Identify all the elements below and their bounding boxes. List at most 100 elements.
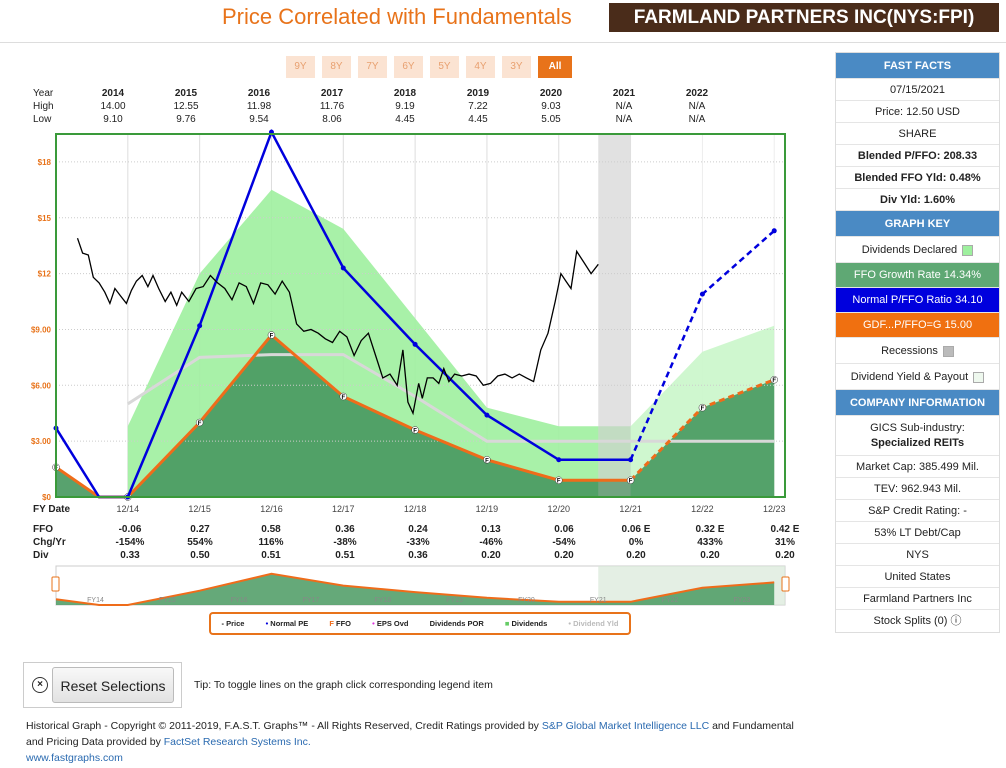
- tab-4y[interactable]: 4Y: [466, 56, 495, 78]
- high-cell: 14.00: [100, 101, 126, 112]
- stock-splits[interactable]: Stock Splits (0) ⓘ: [873, 615, 962, 627]
- company-banner: FARMLAND PARTNERS INC(NYS:FPI): [609, 3, 999, 32]
- key-normal-ratio[interactable]: Normal P/FFO Ratio 34.10: [836, 288, 999, 313]
- recession-band: [598, 134, 631, 497]
- mini-axis-label: FY19: [446, 597, 463, 604]
- reset-selections-button[interactable]: Reset Selections: [52, 667, 174, 703]
- country: United States: [836, 566, 999, 588]
- sp-global-link[interactable]: S&P Global Market Intelligence LLC: [541, 720, 710, 732]
- x-tick-label: 12/18: [404, 504, 427, 514]
- legend-dividend-yld[interactable]: • Dividend Yld: [568, 619, 619, 628]
- price-chart: FFFFFFFFFFF$0$3.00$6.00$9.00$12$15$1812/…: [31, 129, 790, 606]
- x-tick-label: 12/21: [619, 504, 642, 514]
- year-column: 2017 11.76 8.06: [310, 87, 354, 126]
- x-tick-label: 12/14: [117, 504, 140, 514]
- div-cell: 0.33: [120, 550, 140, 561]
- toggle-tip: Tip: To toggle lines on the graph click …: [194, 679, 493, 691]
- year-column: 2022 N/A N/A: [675, 87, 719, 126]
- ffo-cell: 0.06 E: [621, 524, 651, 535]
- year-cell: 2019: [466, 88, 490, 99]
- footer-pricing: and Pricing Data provided by: [26, 736, 164, 748]
- key-div-yield-payout[interactable]: Dividend Yield & Payout: [836, 364, 999, 390]
- tab-all[interactable]: All: [538, 56, 572, 78]
- lt-debt: 53% LT Debt/Cap: [836, 522, 999, 544]
- y-tick-label: $18: [38, 158, 52, 167]
- ffo-marker: [626, 476, 635, 484]
- ffo-marker: [555, 476, 563, 484]
- info-icon[interactable]: ⓘ: [950, 615, 962, 627]
- ffo-row-label: FFO: [33, 524, 53, 535]
- mini-left-handle[interactable]: [51, 576, 60, 592]
- high-cell: N/A: [615, 101, 633, 112]
- legend-eps-ovd[interactable]: • EPS Ovd: [372, 619, 409, 628]
- tab-5y[interactable]: 5Y: [430, 56, 459, 78]
- mini-right-handle[interactable]: [781, 576, 790, 592]
- ffo-marker-label: F: [701, 406, 705, 412]
- y-tick-label: $12: [38, 270, 52, 279]
- div-cell: 0.20: [481, 550, 501, 561]
- key-recessions[interactable]: Recessions: [836, 338, 999, 364]
- legend-dividends-por[interactable]: Dividends POR: [429, 619, 484, 628]
- ffo-marker: [483, 456, 491, 464]
- legend-ffo[interactable]: F FFO: [329, 619, 351, 628]
- div-cell: 0.20: [554, 550, 574, 561]
- mini-axis-label: FY16: [231, 597, 248, 604]
- fastgraphs-link[interactable]: www.fastgraphs.com: [26, 752, 123, 764]
- chg-cell: 116%: [258, 537, 284, 548]
- low-cell: 4.45: [395, 114, 415, 125]
- fundamentals-column: 0.36 -38% 0.51: [320, 523, 370, 562]
- tab-7y[interactable]: 7Y: [358, 56, 387, 78]
- year-column: 2014 14.00 9.10: [91, 87, 135, 126]
- chg-cell: 433%: [697, 537, 723, 548]
- key-ffo-growth[interactable]: FFO Growth Rate 14.34%: [836, 263, 999, 288]
- key-gdf[interactable]: GDF...P/FFO=G 15.00: [836, 313, 999, 338]
- chg-cell: -33%: [406, 537, 430, 548]
- market-cap: Market Cap: 385.499 Mil.: [836, 456, 999, 478]
- footer: Historical Graph - Copyright © 2011-2019…: [26, 718, 826, 766]
- high-cell: 11.76: [319, 101, 345, 112]
- high-cell: 7.22: [468, 101, 488, 112]
- year-cell: 2017: [320, 88, 344, 99]
- fundamentals-column: 0.06 -54% 0.20: [539, 523, 589, 562]
- low-cell: N/A: [615, 114, 633, 125]
- footer-copyright: Historical Graph - Copyright © 2011-2019…: [26, 720, 542, 732]
- y-tick-label: $9.00: [31, 325, 52, 334]
- ffo-cell: 0.13: [481, 524, 501, 535]
- company-name: Farmland Partners Inc: [836, 588, 999, 610]
- ffo-marker: [267, 331, 276, 339]
- low-cell: 4.45: [468, 114, 488, 125]
- normal-pe-marker: [484, 412, 490, 418]
- ffo-marker: [195, 418, 204, 427]
- legend-price[interactable]: - Price: [221, 619, 245, 628]
- facts-blended-pffo: Blended P/FFO: 208.33: [836, 145, 999, 167]
- y-tick-label: $15: [38, 214, 52, 223]
- timeframe-tabs: 9Y 8Y 7Y 6Y 5Y 4Y 3Y All: [286, 56, 572, 78]
- gics-info: GICS Sub-industry: Specialized REITs: [836, 416, 999, 456]
- chart-legend: - Price • Normal PE F FFO • EPS Ovd Divi…: [209, 612, 631, 635]
- tab-8y[interactable]: 8Y: [322, 56, 351, 78]
- ffo-marker: [339, 392, 348, 401]
- legend-normal-pe[interactable]: • Normal PE: [265, 619, 309, 628]
- facts-share: SHARE: [836, 123, 999, 145]
- div-cell: 0.20: [626, 550, 646, 561]
- x-tick-label: 12/23: [763, 504, 786, 514]
- div-cell: 0.20: [775, 550, 795, 561]
- year-cell: 2016: [247, 88, 271, 99]
- x-tick-label: 12/20: [547, 504, 570, 514]
- close-circle-icon[interactable]: ×: [32, 677, 48, 693]
- ffo-cell: 0.36: [335, 524, 355, 535]
- fundamentals-column: 0.58 116% 0.51: [246, 523, 296, 562]
- tab-9y[interactable]: 9Y: [286, 56, 315, 78]
- year-cell: 2018: [393, 88, 417, 99]
- tab-3y[interactable]: 3Y: [502, 56, 531, 78]
- y-tick-label: $3.00: [31, 437, 52, 446]
- credit-rating: S&P Credit Rating: -: [836, 500, 999, 522]
- tab-6y[interactable]: 6Y: [394, 56, 423, 78]
- factset-link[interactable]: FactSet Research Systems Inc.: [163, 736, 311, 748]
- legend-dividends[interactable]: ■ Dividends: [504, 619, 548, 628]
- key-dividends-declared[interactable]: Dividends Declared: [836, 237, 999, 263]
- x-tick-label: 12/22: [691, 504, 714, 514]
- ffo-marker: [411, 426, 419, 434]
- ffo-marker: [770, 375, 778, 384]
- ffo-cell: 0.27: [190, 524, 210, 535]
